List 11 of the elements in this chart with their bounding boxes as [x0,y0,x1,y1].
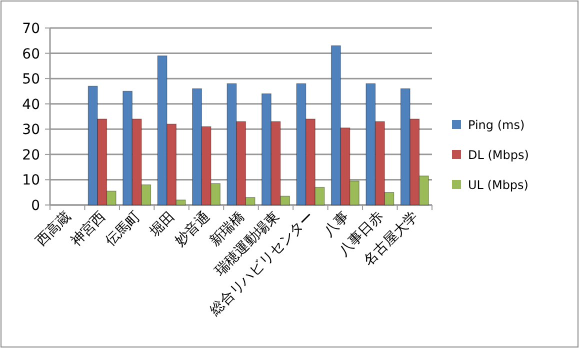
y-tick-label: 0 [31,198,40,214]
y-tick-label: 20 [22,147,40,164]
y-tick-label: 50 [22,72,40,88]
y-tick-label: 10 [22,172,40,189]
y-tick-label: 40 [22,96,40,113]
legend-label: UL (Mbps) [468,178,528,192]
y-tick-label: 60 [22,46,40,62]
legend-label: DL (Mbps) [468,148,529,162]
y-tick-label: 30 [22,122,40,138]
legend-label: Ping (ms) [468,118,525,132]
y-tick-label: 70 [22,21,40,37]
